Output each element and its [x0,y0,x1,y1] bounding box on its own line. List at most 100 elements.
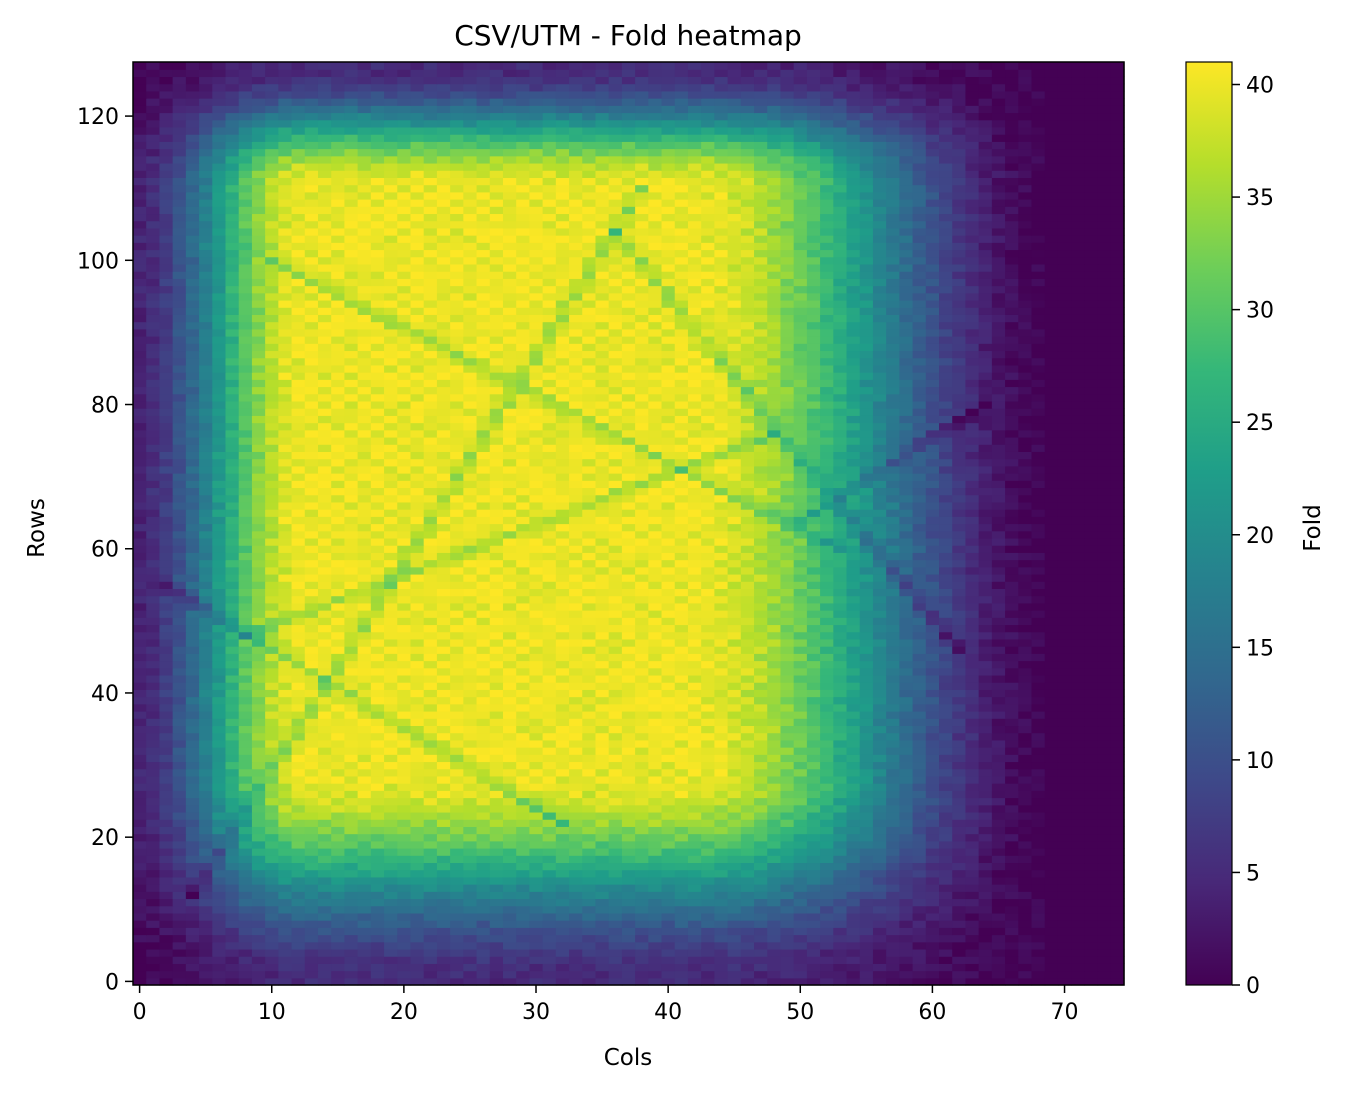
heatmap-cell [146,934,161,943]
heatmap-cell [502,819,517,827]
heatmap-cell [199,602,213,611]
heatmap-cell [780,718,795,727]
heatmap-cell [344,732,359,741]
heatmap-cell [423,516,438,525]
heatmap-cell [410,631,425,640]
heatmap-cell [820,545,834,553]
heatmap-cell [687,646,702,654]
heatmap-cell [384,797,398,806]
heatmap-cell [595,898,610,907]
heatmap-cell [886,826,900,835]
heatmap-cell [146,826,161,835]
heatmap-cell [872,689,887,698]
heatmap-cell [489,905,504,914]
heatmap-cell [1084,588,1099,597]
heatmap-cell [952,581,967,589]
heatmap-cell [687,588,702,597]
heatmap-cell [502,790,517,799]
heatmap-cell [212,826,227,835]
heatmap-cell [582,710,597,719]
heatmap-cell [146,920,161,928]
heatmap-cell [1110,819,1125,827]
heatmap-cell [172,682,187,690]
heatmap-cell [133,595,147,604]
heatmap-cell [978,689,993,698]
heatmap-cell [754,941,768,950]
heatmap-cell [489,941,504,950]
heatmap-cell [701,545,715,553]
heatmap-cell [542,847,557,856]
heatmap-cell [212,588,227,597]
heatmap-cell [278,566,293,575]
heatmap-cell [516,754,530,763]
heatmap-cell [265,710,279,719]
heatmap-cell [899,689,914,698]
heatmap-cell [780,819,795,827]
heatmap-cell [767,862,782,871]
heatmap-cell [265,602,279,611]
heatmap-cell [952,602,967,611]
heatmap-cell [674,566,689,575]
heatmap-cell [621,747,636,755]
heatmap-cell [701,797,715,806]
heatmap-cell [529,934,544,943]
heatmap-cell [172,956,187,964]
heatmap-cell [820,689,834,698]
heatmap-cell [872,537,887,546]
heatmap-cell [251,509,266,517]
heatmap-cell [251,610,266,618]
heatmap-cell [516,891,530,900]
heatmap-cell [1005,660,1019,669]
heatmap-cell [661,653,676,662]
heatmap-cell [423,602,438,611]
heatmap-cell [727,948,742,957]
heatmap-cell [912,905,927,914]
heatmap-cell [238,674,253,683]
heatmap-cell [1057,660,1072,669]
heatmap-cell [291,516,306,525]
heatmap-cell [423,703,438,712]
heatmap-cell [146,696,161,705]
heatmap-cell [635,689,649,698]
heatmap-cell [846,977,861,986]
heatmap-cell [1057,581,1072,589]
heatmap-cell [251,725,266,734]
heatmap-cell [754,689,768,698]
heatmap-cell [185,559,200,568]
heatmap-cell [172,977,187,986]
heatmap-cell [899,725,914,734]
heatmap-cell [899,638,914,647]
heatmap-cell [740,516,755,525]
heatmap-cell [317,862,332,871]
heatmap-cell [661,927,676,936]
heatmap-cell [820,660,834,669]
heatmap-cell [806,732,821,741]
heatmap-cell [820,840,834,849]
heatmap-cell [1018,703,1033,712]
heatmap-cell [939,638,953,647]
heatmap-cell [146,602,161,611]
heatmap-cell [991,898,1006,907]
heatmap-cell [476,689,491,698]
heatmap-cell [476,638,491,647]
heatmap-cell [172,602,187,611]
heatmap-cell [925,754,940,763]
heatmap-cell [370,624,385,633]
heatmap-cell [648,905,663,914]
heatmap-cell [912,718,927,727]
heatmap-cell [265,624,279,633]
heatmap-cell [793,768,808,777]
heatmap-cell [423,927,438,936]
heatmap-cell [1044,617,1059,626]
heatmap-cell [317,754,332,763]
heatmap-cell [635,819,649,827]
heatmap-cell [185,811,200,820]
heatmap-cell [965,898,980,907]
heatmap-cell [635,696,649,705]
heatmap-cell [1057,833,1072,842]
heatmap-cell [1005,912,1019,921]
heatmap-cell [872,797,887,806]
heatmap-cell [701,638,715,647]
heatmap-cell [265,646,279,654]
heatmap-cell [291,790,306,799]
